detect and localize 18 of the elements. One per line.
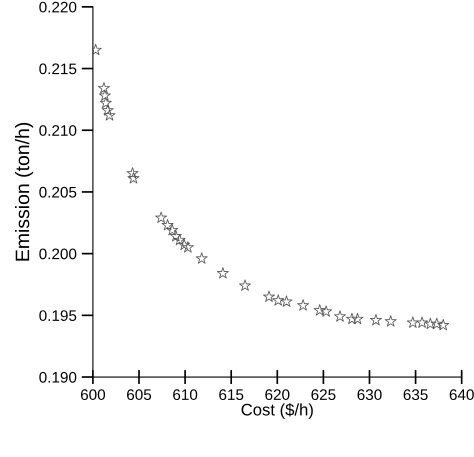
x-tick-label: 600 xyxy=(80,389,106,400)
y-axis-title: Emission (ton/h) xyxy=(15,122,34,261)
y-tick-label: 0.220 xyxy=(39,2,76,13)
x-tick-label: 610 xyxy=(173,389,198,400)
x-tick-label: 605 xyxy=(127,389,152,400)
y-tick-label: 0.215 xyxy=(39,63,76,74)
x-tick-label: 620 xyxy=(265,389,290,400)
y-tick-label: 0.190 xyxy=(39,372,76,383)
x-tick-label: 640 xyxy=(450,389,474,400)
x-tick-label: 630 xyxy=(358,389,382,400)
x-tick-label: 635 xyxy=(404,389,428,400)
y-tick-label: 0.205 xyxy=(39,186,76,198)
y-tick-label: 0.195 xyxy=(39,310,76,322)
x-tick-label: 615 xyxy=(219,389,244,400)
y-tick-label: 0.200 xyxy=(39,248,76,260)
x-axis-title: Cost ($/h) xyxy=(242,403,313,419)
y-tick-label: 0.210 xyxy=(39,125,76,136)
x-tick-label: 625 xyxy=(311,389,336,400)
